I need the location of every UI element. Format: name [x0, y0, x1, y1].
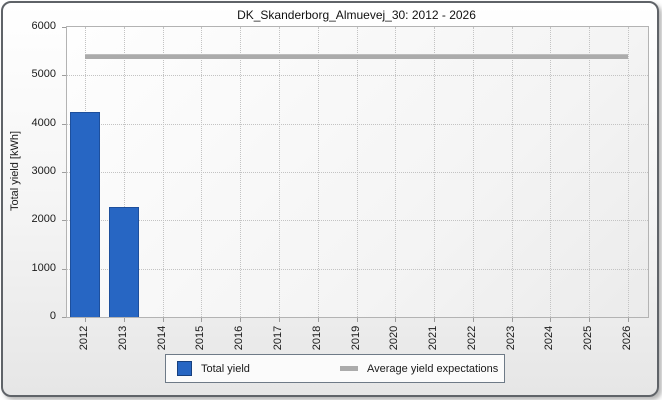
v-gridline — [317, 27, 319, 317]
y-tick-mark — [62, 268, 66, 270]
bar-swatch-icon — [177, 361, 192, 376]
h-gridline — [67, 123, 648, 125]
y-tick-mark — [62, 75, 66, 77]
legend-item-average-yield: Average yield expectations — [340, 363, 498, 375]
y-tick-mark — [62, 27, 66, 28]
y-tick-mark — [62, 317, 66, 318]
x-tick-mark — [395, 318, 397, 322]
x-tick-mark — [85, 318, 86, 322]
plot-area — [62, 26, 649, 322]
v-gridline — [162, 27, 164, 317]
x-tick-mark — [472, 318, 474, 322]
v-gridline — [278, 27, 280, 317]
x-tick-mark — [162, 318, 164, 322]
legend-item-total-yield: Total yield — [177, 361, 340, 376]
h-gridline — [67, 75, 648, 77]
y-tick-label: 2000 — [31, 213, 56, 226]
line-swatch-icon — [340, 366, 358, 371]
v-gridline — [356, 27, 358, 317]
x-tick-label-2013: 2013 — [116, 325, 129, 351]
y-axis-tick-labels: 0 1000 2000 3000 4000 5000 6000 — [3, 20, 60, 322]
legend-label-average-yield: Average yield expectations — [367, 362, 499, 375]
legend-label-total-yield: Total yield — [201, 362, 250, 375]
x-tick-mark — [201, 318, 203, 322]
y-tick-mark — [62, 172, 66, 173]
y-tick-label: 5000 — [31, 68, 56, 81]
v-gridline — [550, 27, 552, 317]
v-gridline — [511, 27, 513, 317]
v-gridline — [240, 27, 242, 317]
y-tick-label: 3000 — [31, 165, 56, 177]
v-gridline — [472, 27, 474, 317]
x-tick-mark — [240, 318, 242, 322]
x-tick-mark — [628, 318, 629, 322]
v-gridline — [123, 27, 125, 317]
y-tick-mark — [62, 220, 66, 222]
x-tick-mark — [589, 318, 591, 322]
y-tick-label: 4000 — [31, 116, 56, 129]
x-tick-label-2025: 2025 — [582, 325, 595, 351]
x-tick-label-2026: 2026 — [621, 325, 633, 351]
x-tick-mark — [356, 318, 358, 322]
y-tick-mark — [62, 123, 66, 125]
average-yield-line — [85, 53, 628, 59]
v-gridline — [201, 27, 203, 317]
x-tick-mark — [317, 318, 319, 322]
y-tick-label: 1000 — [31, 261, 56, 274]
v-gridline — [589, 27, 591, 317]
x-tick-mark — [278, 318, 280, 322]
x-tick-label-2012: 2012 — [78, 325, 90, 351]
x-tick-mark — [511, 318, 513, 322]
v-gridline — [395, 27, 397, 317]
x-tick-mark — [434, 318, 436, 322]
x-tick-mark — [550, 318, 552, 322]
x-tick-label-2024: 2024 — [543, 325, 556, 351]
x-tick-mark — [123, 318, 125, 322]
y-tick-label: 0 — [49, 310, 56, 322]
y-tick-label: 6000 — [31, 20, 56, 32]
v-gridline — [434, 27, 436, 317]
legend: Total yield Average yield expectations — [165, 354, 505, 383]
h-gridline — [67, 220, 648, 222]
chart-title: DK_Skanderborg_Almuevej_30: 2012 - 2026 — [237, 8, 476, 22]
v-gridline — [628, 27, 629, 317]
h-gridline — [67, 172, 648, 173]
bar-2013[interactable] — [108, 206, 139, 317]
h-gridline — [67, 268, 648, 270]
bar-2012[interactable] — [70, 111, 100, 317]
